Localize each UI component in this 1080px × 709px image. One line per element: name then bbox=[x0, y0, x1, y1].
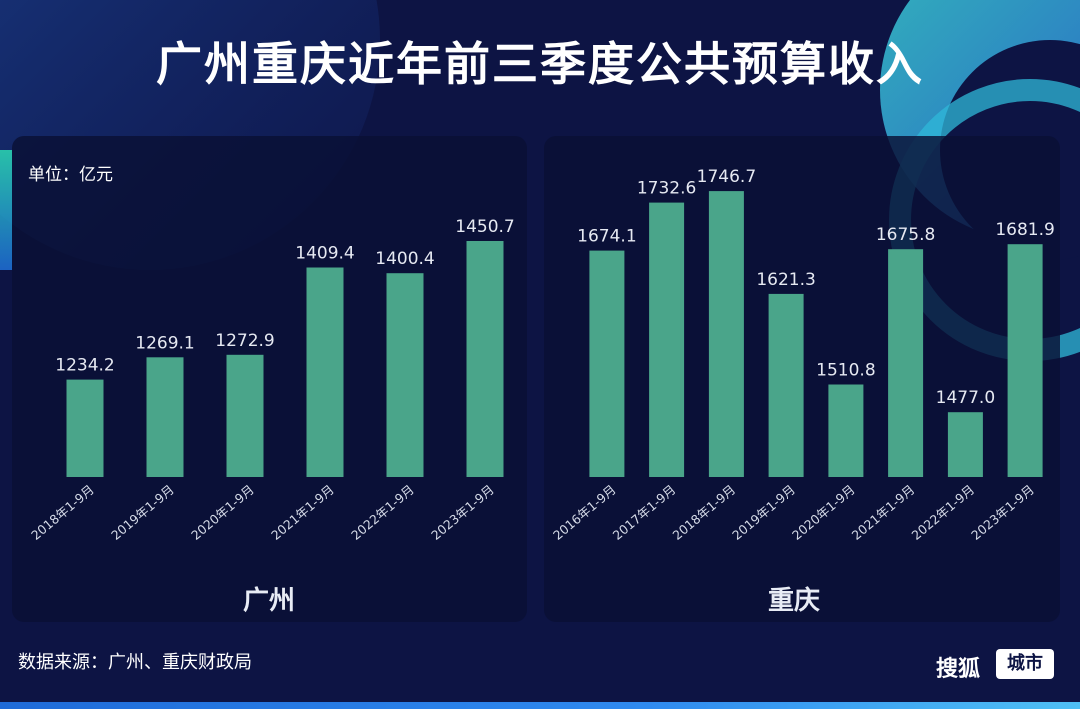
chongqing-value-label: 1510.8 bbox=[816, 361, 875, 381]
guangzhou-value-label: 1272.9 bbox=[215, 331, 274, 351]
guangzhou-category-label: 2023年1-9月 bbox=[428, 482, 497, 543]
guangzhou-bar bbox=[306, 267, 344, 477]
chongqing-category-label: 2023年1-9月 bbox=[968, 482, 1037, 543]
guangzhou-chart-label: 广州 bbox=[243, 586, 296, 616]
chongqing-value-label: 1477.0 bbox=[936, 388, 995, 408]
guangzhou-value-label: 1269.1 bbox=[135, 333, 194, 353]
chongqing-bar bbox=[768, 293, 804, 477]
guangzhou-value-label: 1234.2 bbox=[55, 356, 114, 376]
chongqing-bar bbox=[947, 412, 983, 477]
guangzhou-category-label: 2021年1-9月 bbox=[268, 482, 337, 543]
chongqing-category-label: 2016年1-9月 bbox=[550, 482, 619, 543]
bottom-bar bbox=[0, 702, 1080, 709]
brand-tag: 城市 bbox=[996, 649, 1054, 679]
chongqing-value-label: 1746.7 bbox=[697, 167, 756, 187]
chongqing-bar bbox=[828, 384, 864, 477]
guangzhou-panel bbox=[12, 136, 527, 622]
guangzhou-bar bbox=[66, 379, 104, 477]
chongqing-category-label: 2021年1-9月 bbox=[849, 482, 918, 543]
chongqing-category-label: 2017年1-9月 bbox=[610, 482, 679, 543]
chongqing-value-label: 1675.8 bbox=[876, 225, 935, 245]
chongqing-bar bbox=[888, 249, 924, 477]
guangzhou-bar bbox=[386, 273, 424, 477]
chongqing-value-label: 1732.6 bbox=[637, 179, 696, 199]
brand-logo: 搜狐 bbox=[936, 657, 981, 682]
source-note: 数据来源：广州、重庆财政局 bbox=[18, 652, 252, 673]
guangzhou-category-label: 2019年1-9月 bbox=[108, 482, 177, 543]
guangzhou-bar bbox=[226, 354, 264, 477]
chongqing-bar bbox=[708, 191, 744, 477]
guangzhou-value-label: 1400.4 bbox=[375, 249, 434, 269]
guangzhou-value-label: 1409.4 bbox=[295, 244, 354, 264]
chongqing-value-label: 1674.1 bbox=[577, 227, 636, 247]
guangzhou-value-label: 1450.7 bbox=[455, 217, 514, 237]
chongqing-category-label: 2022年1-9月 bbox=[909, 482, 978, 543]
chongqing-bar bbox=[589, 250, 625, 477]
chongqing-category-label: 2018年1-9月 bbox=[670, 482, 739, 543]
chongqing-chart-label: 重庆 bbox=[768, 586, 821, 616]
page-title: 广州重庆近年前三季度公共预算收入 bbox=[156, 37, 924, 91]
chongqing-value-label: 1621.3 bbox=[756, 270, 815, 290]
guangzhou-category-label: 2020年1-9月 bbox=[188, 482, 257, 543]
chongqing-bar bbox=[1007, 244, 1043, 477]
guangzhou-category-label: 2022年1-9月 bbox=[348, 482, 417, 543]
unit-label: 单位：亿元 bbox=[28, 165, 113, 185]
chongqing-value-label: 1681.9 bbox=[995, 220, 1054, 240]
guangzhou-bar bbox=[146, 357, 184, 477]
chongqing-category-label: 2020年1-9月 bbox=[789, 482, 858, 543]
chongqing-category-label: 2019年1-9月 bbox=[729, 482, 798, 543]
chongqing-bar bbox=[649, 202, 685, 477]
guangzhou-category-label: 2018年1-9月 bbox=[28, 482, 97, 543]
guangzhou-bar bbox=[466, 241, 504, 477]
